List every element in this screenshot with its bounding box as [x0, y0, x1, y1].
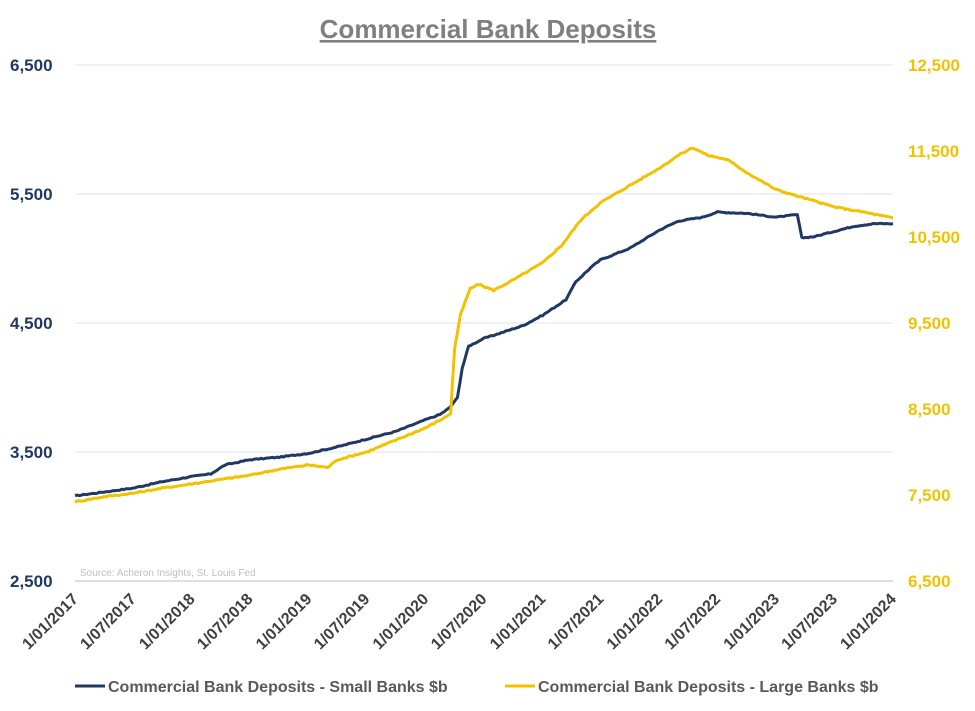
- legend-label: Commercial Bank Deposits - Small Banks $…: [108, 679, 448, 696]
- left-axis-ticks: 2,500 3,500 4,500 5,500 6,500: [10, 56, 53, 591]
- x-tick-label: 1/01/2024: [837, 591, 899, 653]
- x-axis-ticks: 1/01/20171/07/20171/01/20181/07/20181/01…: [19, 591, 899, 653]
- x-tick-label: 1/07/2018: [194, 591, 256, 653]
- series-line-large-banks: [74, 146, 894, 504]
- left-tick-label: 6,500: [10, 56, 53, 75]
- legend-label: Commercial Bank Deposits - Large Banks $…: [538, 679, 879, 696]
- x-tick-label: 1/07/2023: [779, 591, 841, 653]
- right-tick-label: 7,500: [908, 486, 951, 505]
- chart-title: Commercial Bank Deposits: [320, 14, 657, 44]
- legend: Commercial Bank Deposits - Small Banks $…: [75, 679, 879, 696]
- gridlines: [75, 64, 893, 582]
- x-tick-label: 1/01/2021: [487, 591, 549, 653]
- left-tick-label: 2,500: [10, 572, 53, 591]
- series-line-small-banks: [74, 210, 894, 498]
- x-tick-label: 1/01/2022: [604, 591, 666, 653]
- left-tick-label: 3,500: [10, 443, 53, 462]
- x-tick-label: 1/01/2020: [370, 591, 432, 653]
- x-tick-label: 1/01/2018: [136, 591, 198, 653]
- right-tick-label: 11,500: [908, 142, 959, 161]
- x-tick-label: 1/07/2019: [311, 591, 373, 653]
- right-axis-ticks: 6,500 7,500 8,500 9,500 10,500 11,500 12,500: [908, 56, 960, 591]
- right-tick-label: 12,500: [908, 56, 960, 75]
- right-tick-label: 8,500: [908, 400, 951, 419]
- x-tick-label: 1/07/2020: [428, 591, 490, 653]
- right-tick-label: 10,500: [908, 228, 960, 247]
- right-tick-label: 6,500: [908, 572, 951, 591]
- left-tick-label: 4,500: [10, 314, 53, 333]
- left-tick-label: 5,500: [10, 185, 53, 204]
- right-tick-label: 9,500: [908, 314, 951, 333]
- x-tick-label: 1/01/2019: [253, 591, 315, 653]
- series-lines: [74, 146, 894, 504]
- x-tick-label: 1/01/2023: [721, 591, 783, 653]
- x-tick-label: 1/07/2017: [77, 591, 139, 653]
- x-tick-label: 1/01/2017: [19, 591, 81, 653]
- x-tick-label: 1/07/2022: [662, 591, 724, 653]
- x-tick-label: 1/07/2021: [545, 591, 607, 653]
- source-note: Source: Acheron Insights, St. Louis Fed: [80, 568, 256, 579]
